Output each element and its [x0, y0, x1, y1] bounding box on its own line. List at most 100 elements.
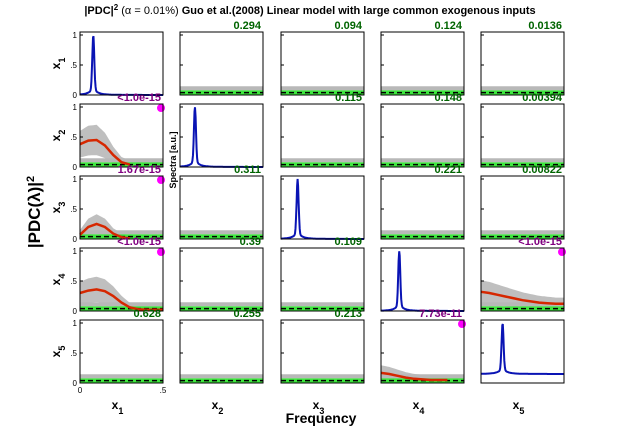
pvalue-1-5: 0.0136 — [528, 20, 562, 32]
panel-4-3: 0.109 — [280, 236, 365, 312]
ytick-label: 0 — [73, 235, 78, 244]
panel-frame-4-1 — [79, 247, 164, 312]
pvalue-4-2: 0.39 — [240, 236, 261, 248]
panel-4-2: 0.39 — [179, 236, 264, 312]
pvalue-5-3: 0.213 — [334, 308, 362, 320]
xtick-label: 0 — [78, 386, 83, 395]
pvalue-2-4: 0.148 — [434, 92, 462, 104]
xtick-label: .5 — [160, 386, 167, 395]
ytick-label: 0 — [73, 163, 78, 172]
panel-5-5 — [480, 319, 565, 384]
col-label-x5: x5 — [513, 398, 525, 416]
col-label-x1: x1 — [112, 398, 124, 416]
panel-5-1: 0.628 0 .5 1 0 .5 — [70, 308, 167, 395]
spectrum-line-3 — [281, 178, 364, 240]
panel-1-5: 0.0136 — [480, 20, 565, 96]
panel-frame-1-3 — [280, 31, 365, 96]
panel-1-3: 0.094 — [280, 20, 365, 96]
panel-5-3: 0.213 — [280, 308, 365, 384]
ytick-label: .5 — [70, 277, 77, 286]
panel-frame-2-5 — [480, 103, 565, 168]
row-label-x2: x2 — [49, 130, 67, 142]
ytick-label: .5 — [70, 61, 77, 70]
pvalue-5-1: 0.628 — [133, 308, 161, 320]
spectrum-line-2 — [180, 107, 263, 168]
panel-frame-3-3 — [280, 175, 365, 240]
significance-marker-4-1 — [157, 248, 165, 256]
row-label-x3: x3 — [49, 202, 67, 214]
panel-frame-2-2 — [179, 103, 264, 168]
pvalue-1-3: 0.094 — [334, 20, 362, 32]
panel-3-4: 0.221 — [380, 164, 465, 240]
panel-frame-5-5 — [480, 319, 565, 384]
panel-2-2 — [179, 103, 264, 168]
pvalue-4-3: 0.109 — [334, 236, 362, 248]
col-label-x4: x4 — [413, 398, 425, 416]
pvalue-3-4: 0.221 — [434, 164, 462, 176]
panel-frame-4-4 — [380, 247, 465, 312]
pvalue-4-1: <1.0e-15 — [117, 236, 161, 248]
x-axis-label: Frequency — [286, 410, 357, 426]
pdc-line-2-1 — [79, 138, 131, 166]
panel-3-5: 0.00822 — [480, 164, 565, 240]
pvalue-2-1: <1.0e-15 — [117, 92, 161, 104]
panel-frame-1-5 — [480, 31, 565, 96]
row-label-x4: x4 — [49, 274, 67, 286]
spectrum-line-1 — [80, 35, 163, 96]
panel-2-5: 0.00394 — [480, 92, 565, 168]
panel-2-1: <1.0e-15 0 .5 1 — [70, 92, 165, 172]
panel-1-1: 0.51 — [70, 31, 164, 100]
panel-grid: 0.510.294 0.094 0.124 0.0136<1.0e-150.510.1… — [49, 20, 566, 416]
pdc-line-3-1 — [79, 222, 130, 240]
pdc-line-4-5 — [480, 290, 564, 306]
panel-frame-2-4 — [380, 103, 465, 168]
panel-frame-3-4 — [380, 175, 465, 240]
panel-frame-3-2 — [179, 175, 264, 240]
ytick-label: 1 — [73, 247, 78, 256]
panel-3-2: 0.311 — [179, 164, 264, 240]
pvalue-3-1: 1.67e-15 — [118, 164, 161, 176]
ytick-label: 0 — [73, 91, 78, 100]
pdc-line-4-1 — [79, 288, 163, 312]
ytick-label: 0 — [73, 307, 78, 316]
panel-frame-1-2 — [179, 31, 264, 96]
panel-3-3 — [280, 175, 365, 240]
spectrum-line-4 — [380, 251, 464, 312]
pvalue-1-4: 0.124 — [434, 20, 462, 32]
pvalue-2-3: 0.115 — [335, 92, 362, 104]
row-label-x5: x5 — [49, 346, 67, 358]
panel-frame-5-1 — [79, 319, 164, 384]
significance-marker-3-1 — [157, 176, 165, 184]
panel-frame-3-5 — [480, 175, 565, 240]
panel-2-4: 0.148 — [380, 92, 465, 168]
col-label-x3: x3 — [313, 398, 325, 416]
ytick-label: .5 — [70, 205, 77, 214]
panel-frame-3-1 — [79, 175, 164, 240]
y-axis-label: |PDC(λ)|2 — [25, 176, 44, 248]
spectrum-line-5 — [481, 323, 564, 375]
panel-5-2: 0.255 — [179, 308, 264, 384]
panel-frame-5-3 — [280, 319, 365, 384]
panel-frame-1-4 — [380, 31, 465, 96]
confidence-band-2-1 — [80, 124, 163, 167]
ytick-label: 1 — [73, 31, 78, 40]
panel-frame-2-1 — [79, 103, 164, 168]
panel-1-4: 0.124 — [380, 20, 465, 96]
ytick-label: 0 — [73, 379, 78, 388]
panel-frame-4-2 — [179, 247, 264, 312]
panel-4-1: <1.0e-15 0 .5 1 — [70, 236, 165, 316]
ytick-label: .5 — [70, 349, 77, 358]
col-label-x2: x2 — [212, 398, 224, 416]
pvalue-2-5: 0.00394 — [522, 92, 563, 104]
significance-marker-2-1 — [157, 104, 165, 112]
pvalue-3-2: 0.311 — [234, 164, 261, 176]
panel-4-5: <1.0e-15 — [480, 236, 566, 312]
panel-4-4 — [380, 247, 465, 312]
ytick-label: 1 — [73, 319, 78, 328]
panel-frame-1-1 — [79, 31, 164, 96]
panel-5-4: 7.73e-11 — [380, 308, 466, 384]
ytick-label: .5 — [70, 133, 77, 142]
panel-frame-5-2 — [179, 319, 264, 384]
pvalue-5-2: 0.255 — [233, 308, 261, 320]
pdc-line-5-4 — [380, 371, 448, 382]
